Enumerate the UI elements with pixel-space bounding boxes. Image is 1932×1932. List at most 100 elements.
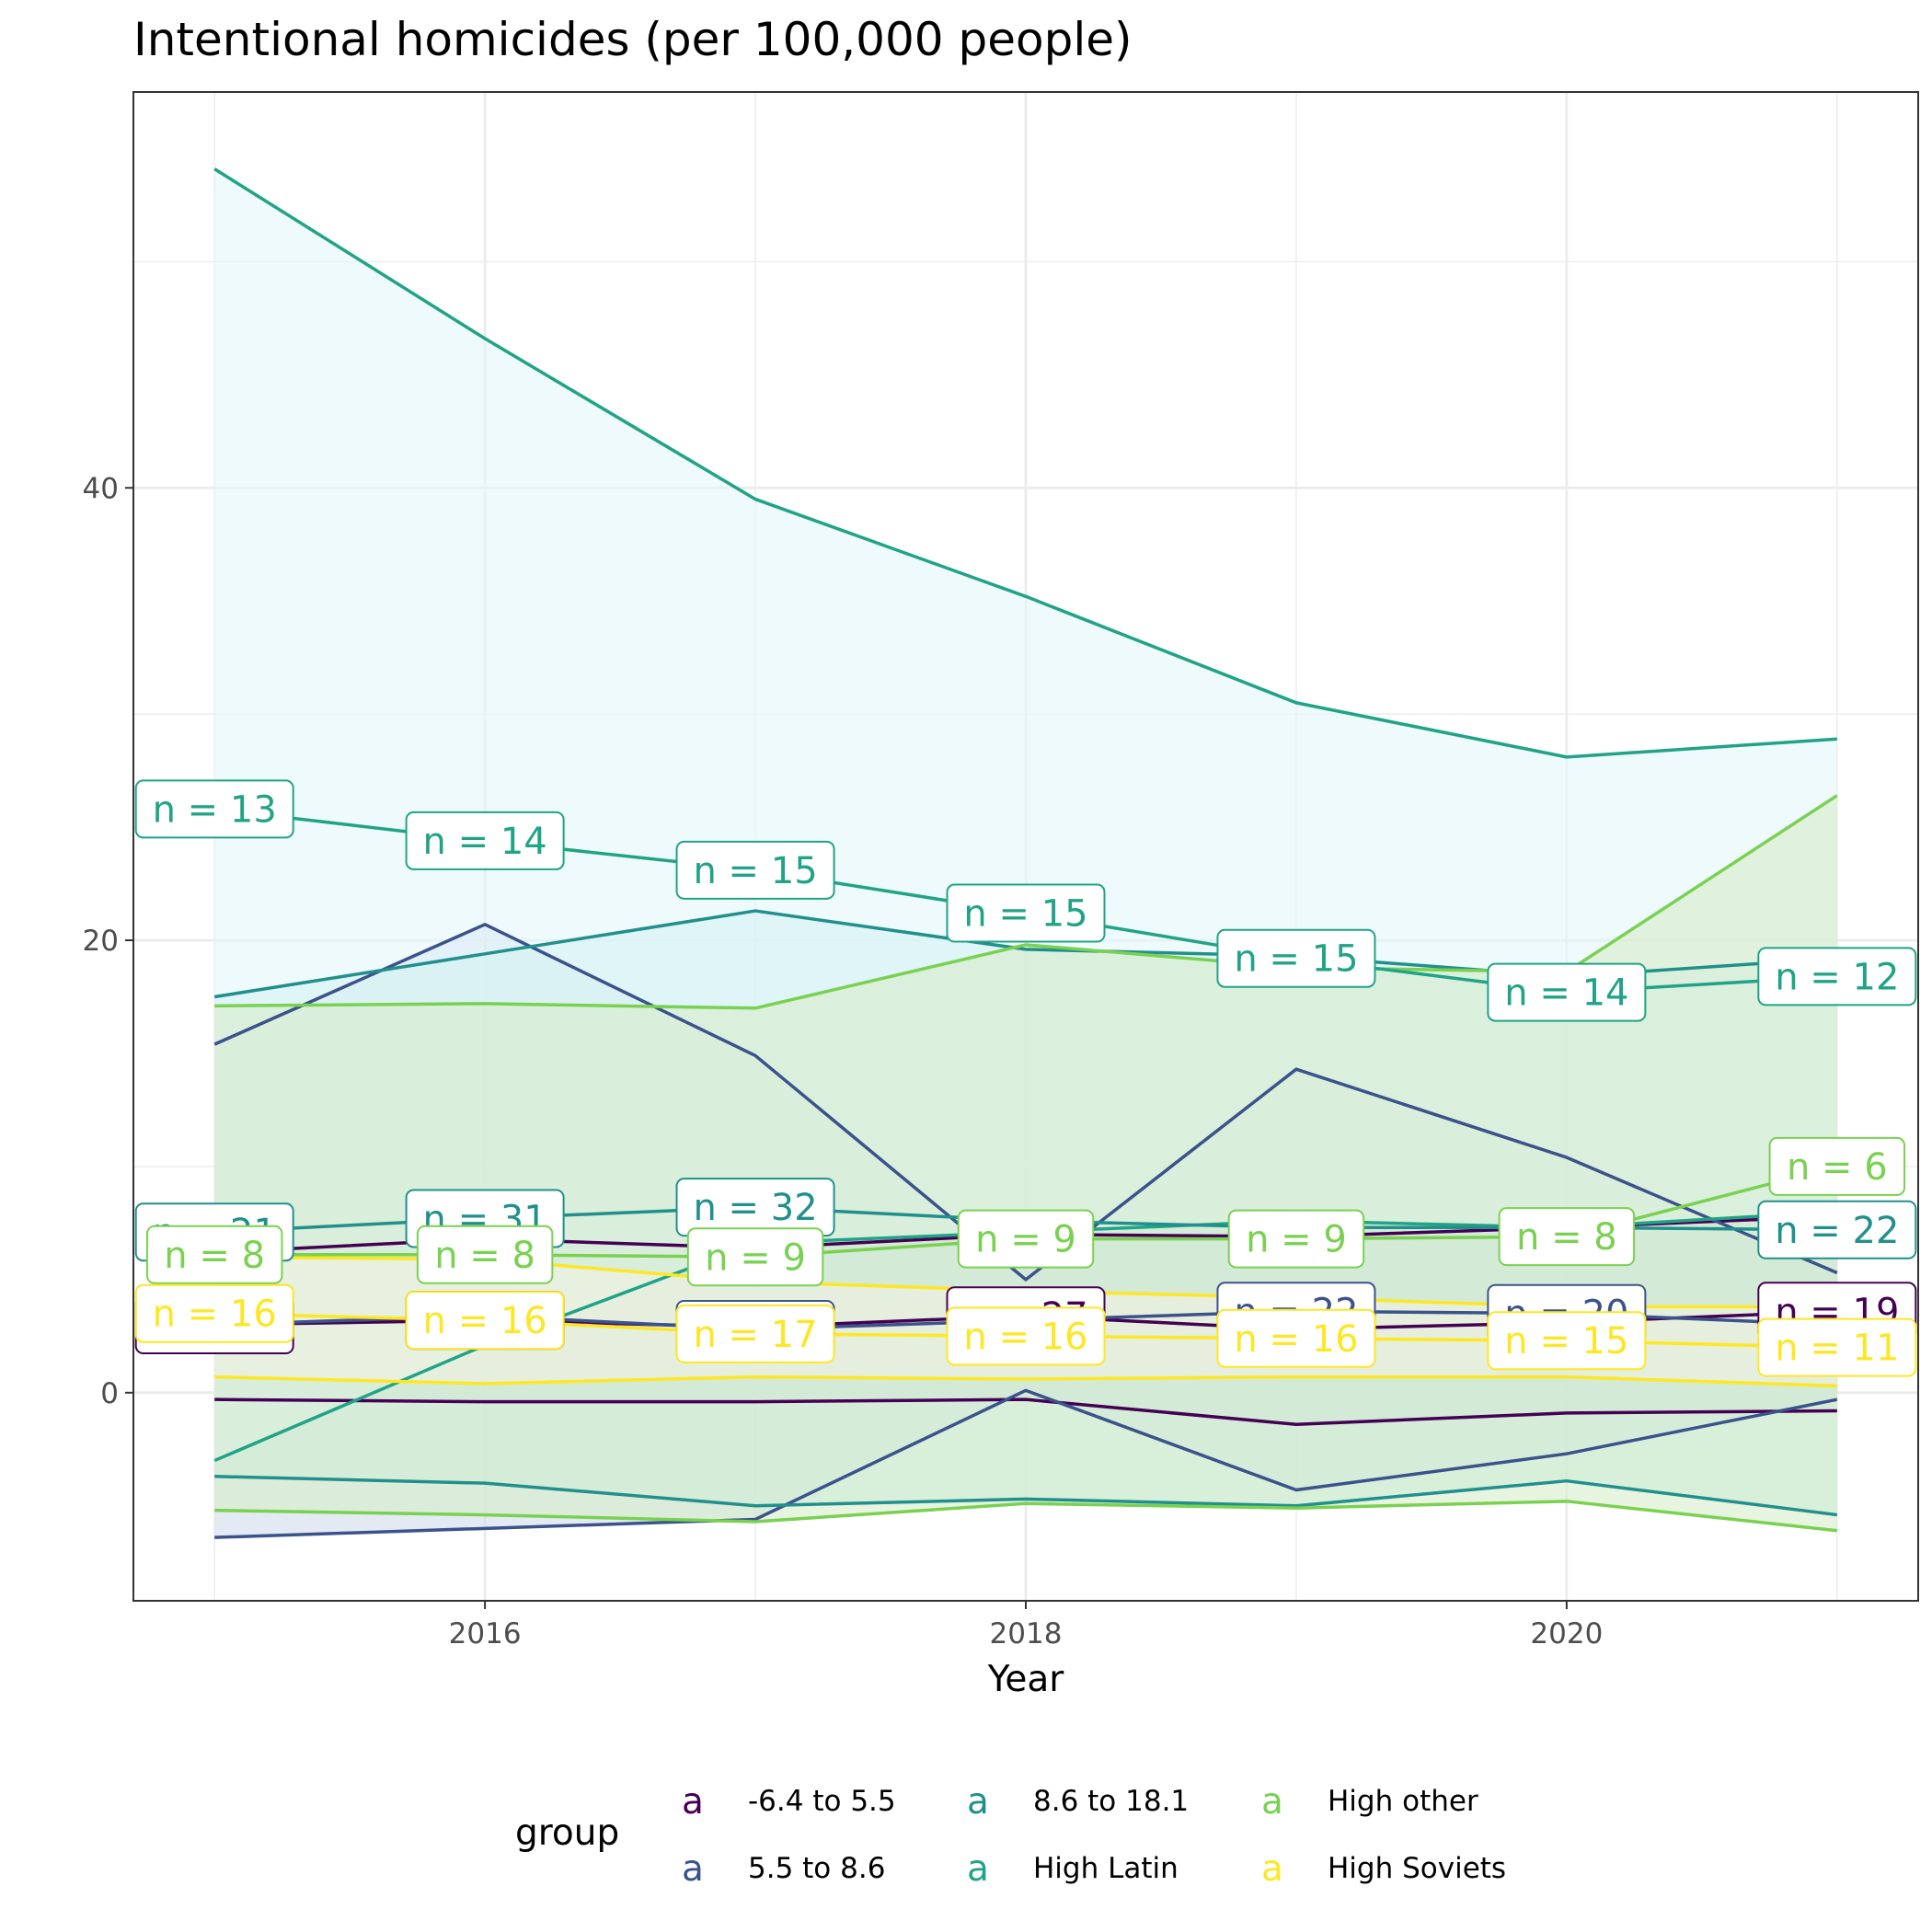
n-label-text: n = 16 <box>423 1300 547 1342</box>
n-label-box <box>675 1304 835 1363</box>
n-label-high-soviets-2017: n = 17 <box>675 1304 835 1363</box>
n-label-high-other-2015: n = 8 <box>145 1225 283 1284</box>
n-label-box <box>1227 1209 1365 1269</box>
n-labels: n = 21n = 16n = 27n = 19n = 21n = 22n = … <box>134 779 1917 1377</box>
n-label-text: n = 15 <box>963 893 1087 936</box>
n-label-text: n = 8 <box>1516 1216 1617 1259</box>
n-label-text: n = 16 <box>963 1316 1087 1358</box>
n-label-box <box>416 1225 554 1284</box>
lower-line-high-soviets <box>214 1374 1837 1388</box>
n-label-text: n = 16 <box>153 1294 277 1336</box>
n-label-box <box>1216 928 1376 988</box>
n-label-box <box>946 1306 1106 1366</box>
n-label-high-latin-2019: n = 15 <box>1216 928 1376 988</box>
legend-label: 8.6 to 18.1 <box>1033 1785 1189 1818</box>
n-label-high-soviets-2021: n = 11 <box>1757 1317 1917 1377</box>
n-label-high-soviets-2016: n = 16 <box>405 1291 565 1351</box>
x-axis: 2016 2018 2020 <box>449 1601 1603 1650</box>
legend-item-5-5-to-8-6: a 5.5 to 8.6 <box>682 1848 885 1890</box>
y-axis: 0 20 40 <box>83 472 133 1410</box>
n-label-text: n = 14 <box>1504 972 1628 1015</box>
legend-key: a <box>682 1848 704 1890</box>
n-label-box <box>1757 1200 1917 1259</box>
n-label-text: n = 9 <box>705 1236 806 1279</box>
n-label-text: n = 17 <box>693 1314 817 1356</box>
n-label-text: n = 22 <box>1775 1210 1899 1252</box>
n-label-text: n = 32 <box>693 1187 817 1229</box>
n-label-box <box>1487 962 1647 1022</box>
lower-line-high-other <box>214 1500 1838 1533</box>
n-label-text: n = 9 <box>1246 1219 1347 1261</box>
n-label-high-other-2016: n = 8 <box>416 1225 554 1284</box>
legend-key: a <box>967 1848 989 1890</box>
n-label-high-soviets-2020: n = 15 <box>1487 1311 1647 1371</box>
n-label-box <box>946 883 1106 943</box>
n-label-high-other-2017: n = 9 <box>686 1227 824 1287</box>
n-label-high-other-2021: n = 6 <box>1768 1136 1906 1196</box>
n-label-box <box>1757 1317 1917 1377</box>
n-label-high-latin-2015: n = 13 <box>134 779 294 839</box>
n-label-high-other-2019: n = 9 <box>1227 1209 1365 1269</box>
n-label-text: n = 9 <box>975 1219 1076 1261</box>
legend: group a -6.4 to 5.5 a 5.5 to 8.6 a 8.6 to 18.… <box>515 1781 1506 1890</box>
legend-item-6-4-to-5-5: a -6.4 to 5.5 <box>682 1781 896 1823</box>
x-tick-label: 2018 <box>990 1617 1063 1650</box>
n-label-high-other-2018: n = 9 <box>957 1209 1095 1269</box>
legend-label: High Soviets <box>1328 1852 1506 1885</box>
legend-key: a <box>682 1781 704 1823</box>
legend-item-high-other: a High other <box>1261 1781 1478 1823</box>
y-tick-label: 40 <box>83 472 119 505</box>
n-label-text: n = 6 <box>1787 1146 1888 1189</box>
y-tick-label: 20 <box>83 925 119 958</box>
n-label-box <box>405 811 565 870</box>
n-label-box <box>1768 1136 1906 1196</box>
x-axis-title: Year <box>987 1659 1065 1700</box>
n-label-box <box>1216 1308 1376 1368</box>
n-label-text: n = 13 <box>153 788 277 831</box>
lower-line-6-4-to-5-5 <box>214 1397 1837 1426</box>
n-label-high-soviets-2019: n = 16 <box>1216 1308 1376 1368</box>
n-label-text: n = 14 <box>423 821 547 863</box>
n-label-high-latin-2021: n = 12 <box>1757 947 1917 1006</box>
n-label-text: n = 15 <box>693 850 817 892</box>
upper-line-high-latin <box>213 167 1837 759</box>
n-label-box <box>145 1225 283 1284</box>
legend-item-8-6-to-18-1: a 8.6 to 18.1 <box>967 1781 1189 1823</box>
chart-title: Intentional homicides (per 100,000 peopl… <box>133 13 1133 66</box>
n-label-high-other-2020: n = 8 <box>1498 1207 1636 1267</box>
n-label-text: n = 11 <box>1775 1328 1899 1370</box>
n-label-box <box>1487 1311 1647 1371</box>
legend-title: group <box>515 1812 619 1854</box>
x-tick-label: 2016 <box>449 1617 522 1650</box>
n-label-text: n = 12 <box>1775 956 1899 998</box>
n-label-box <box>405 1291 565 1351</box>
n-label-high-soviets-2015: n = 16 <box>134 1283 294 1343</box>
legend-key: a <box>1261 1781 1283 1823</box>
n-label-8-6-to-18-1-2017: n = 32 <box>675 1178 835 1237</box>
lower-line-5-5-to-8-6 <box>214 1388 1838 1539</box>
legend-item-high-latin: a High Latin <box>967 1848 1179 1890</box>
x-tick-label: 2020 <box>1530 1617 1603 1650</box>
n-label-text: n = 15 <box>1234 938 1358 981</box>
n-label-box <box>134 1283 294 1343</box>
n-label-8-6-to-18-1-2021: n = 22 <box>1757 1200 1917 1259</box>
n-label-box <box>1498 1207 1636 1267</box>
legend-label: High other <box>1328 1785 1478 1818</box>
n-label-box <box>957 1209 1095 1269</box>
n-label-box <box>675 840 835 900</box>
n-label-high-latin-2020: n = 14 <box>1487 962 1647 1022</box>
n-label-box <box>686 1227 824 1287</box>
legend-item-high-soviets: a High Soviets <box>1261 1848 1506 1890</box>
n-label-text: n = 8 <box>434 1235 535 1277</box>
n-label-high-latin-2017: n = 15 <box>675 840 835 900</box>
n-label-box <box>134 779 294 839</box>
n-label-text: n = 8 <box>164 1235 265 1277</box>
legend-label: High Latin <box>1033 1852 1179 1885</box>
lower-line-8-6-to-18-1 <box>214 1475 1838 1517</box>
n-label-high-latin-2018: n = 15 <box>946 883 1106 943</box>
y-tick-label: 0 <box>100 1377 119 1410</box>
n-label-box <box>1757 947 1917 1006</box>
legend-label: 5.5 to 8.6 <box>748 1852 885 1885</box>
n-label-text: n = 16 <box>1234 1318 1358 1361</box>
